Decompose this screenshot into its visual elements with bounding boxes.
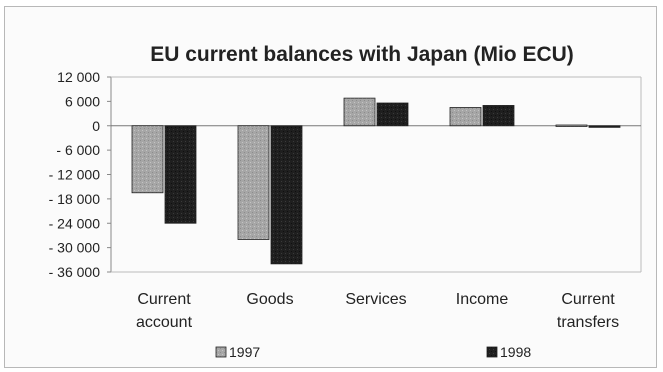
x-axis: Current account Goods Services Income Current… — [136, 291, 619, 331]
y-tick-label: 12 000 — [57, 69, 100, 85]
category-label: Income — [456, 291, 509, 308]
bar-1997-1 — [237, 125, 270, 240]
legend-label-1997: 1997 — [229, 344, 260, 360]
legend-swatch-1997 — [215, 346, 227, 358]
bar-1997-3 — [449, 107, 482, 127]
legend-swatch-1998 — [486, 346, 498, 358]
legend: 1997 1998 — [215, 344, 531, 360]
bar-1997-2 — [343, 97, 376, 127]
legend-label-1998: 1998 — [500, 344, 531, 360]
chart-title: EU current balances with Japan (Mio ECU) — [150, 43, 574, 66]
category-label: Goods — [246, 291, 293, 308]
bar-1998-4 — [588, 125, 621, 128]
category-label: account — [136, 314, 193, 331]
bar-1998-0 — [164, 125, 197, 224]
chart-frame — [4, 6, 657, 368]
bars-group — [131, 97, 621, 265]
y-tick-label: - 24 000 — [49, 215, 101, 231]
y-axis: 12 000 6 000 0 - 6 000 - 12 000 - 18 000 - 24 … — [49, 69, 111, 280]
category-label: Current — [561, 291, 615, 308]
y-tick-label: - 6 000 — [56, 142, 100, 158]
bar-1998-1 — [270, 125, 303, 265]
y-tick-label: 6 000 — [65, 93, 100, 109]
bar-1997-0 — [131, 125, 164, 194]
y-tick-label: - 18 000 — [49, 191, 101, 207]
y-tick-label: - 36 000 — [49, 264, 101, 280]
bar-1998-3 — [482, 105, 515, 127]
bar-1998-2 — [376, 102, 409, 127]
category-label: Services — [345, 291, 406, 308]
y-tick-label: - 30 000 — [49, 240, 101, 256]
bar-1997-4 — [555, 124, 588, 127]
y-tick-label: 0 — [92, 118, 100, 134]
category-label: Current — [137, 291, 191, 308]
category-label: transfers — [557, 314, 619, 331]
y-tick-label: - 12 000 — [49, 167, 101, 183]
